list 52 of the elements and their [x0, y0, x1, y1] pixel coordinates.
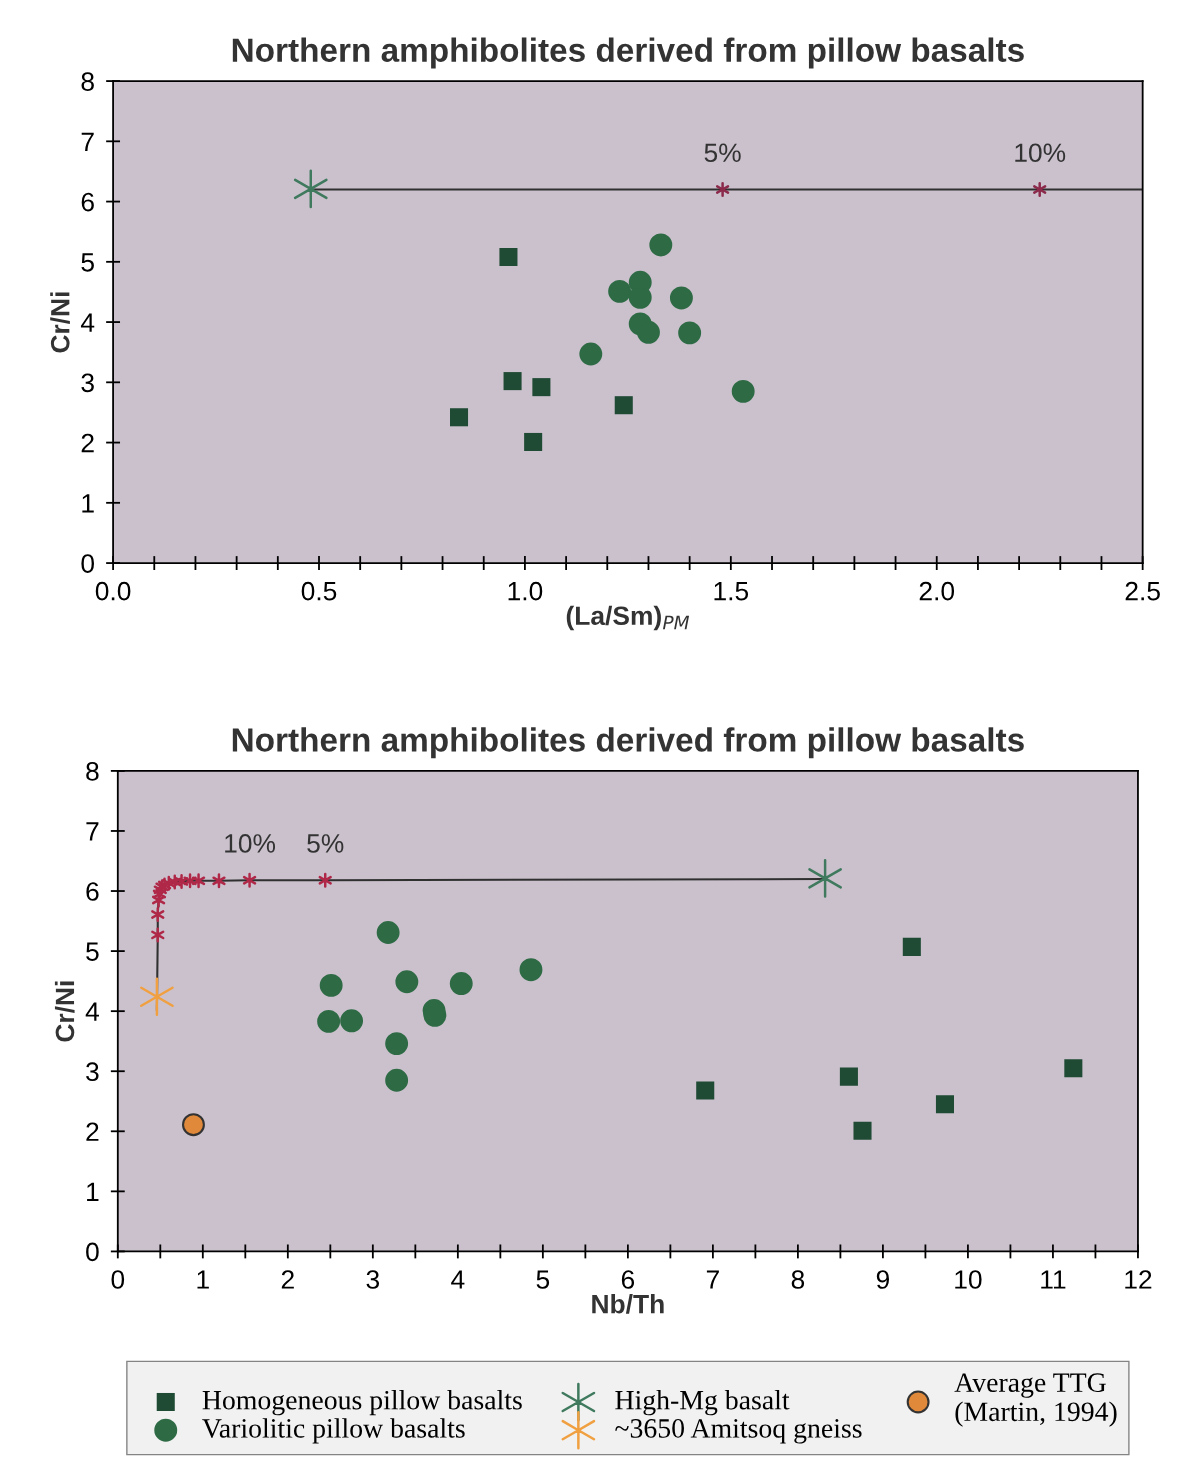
- annotation: 10%: [225, 834, 276, 853]
- y-tick-label: 4: [85, 1002, 99, 1021]
- annotation: 5%: [704, 143, 741, 163]
- legend-label: ~3650 Amitsoq gneiss: [615, 1419, 862, 1444]
- legend-label: Average TTG (Martin, 1994): [954, 1373, 1117, 1427]
- x-tick-label: 1: [197, 1270, 209, 1289]
- y-axis-title: Cr/Ni: [54, 981, 75, 1042]
- x-tick-label: 11: [1041, 1270, 1066, 1289]
- annotation: 5%: [307, 834, 344, 853]
- y-tick-label: 7: [86, 822, 99, 841]
- x-tick-label: 9: [876, 1270, 889, 1289]
- y-tick-label: 8: [86, 762, 99, 781]
- chart-title: Northern amphibolites derived from pillow basalts: [232, 727, 1024, 759]
- legend-label: High-Mg basalt: [615, 1390, 790, 1416]
- x-tick-label: 4: [451, 1270, 465, 1289]
- x-tick-label: 1.0: [508, 581, 543, 601]
- y-tick-label: 0: [86, 1242, 99, 1262]
- x-tick-label: 8: [791, 1270, 805, 1289]
- x-tick-label: 2: [281, 1270, 294, 1289]
- y-tick-label: 0: [81, 554, 94, 573]
- x-tick-label: 1.5: [714, 582, 749, 601]
- x-tick-label: 5: [536, 1270, 550, 1289]
- chart-title: Northern amphibolites derived from pillow basalts: [232, 37, 1024, 69]
- y-tick-label: 7: [81, 132, 94, 151]
- y-tick-label: 4: [80, 313, 95, 332]
- legend-label: Variolitic pillow basalts: [202, 1418, 465, 1444]
- x-tick-label: 0.0: [95, 581, 131, 601]
- x-tick-label: 2.0: [919, 581, 955, 601]
- annotation: 10%: [1015, 143, 1066, 163]
- y-tick-label: 6: [81, 192, 94, 212]
- y-tick-label: 2: [86, 1122, 99, 1141]
- y-tick-label: 8: [81, 72, 94, 91]
- y-axis-title: Cr/Ni: [50, 292, 70, 353]
- y-tick-label: 3: [81, 373, 94, 393]
- x-tick-label: 6: [621, 1270, 635, 1289]
- x-axis-title: Nb/Th: [592, 1294, 664, 1314]
- y-tick-label: 3: [86, 1062, 99, 1082]
- y-tick-label: 2: [81, 433, 94, 453]
- x-tick-label: 0: [111, 1270, 125, 1289]
- x-tick-label: 3: [366, 1270, 380, 1289]
- y-tick-label: 6: [86, 882, 99, 901]
- y-tick-label: 1: [87, 1182, 99, 1201]
- y-tick-label: 5: [86, 942, 99, 961]
- legend-label: Homogeneous pillow basalts: [202, 1390, 522, 1416]
- x-tick-label: 10: [955, 1270, 982, 1289]
- x-tick-label: 12: [1125, 1270, 1152, 1289]
- y-tick-label: 1: [82, 494, 94, 513]
- y-tick-label: 5: [81, 253, 94, 272]
- x-tick-label: 2.5: [1125, 581, 1160, 601]
- x-tick-label: 7: [706, 1270, 719, 1289]
- x-axis-title: (La/Sm)$_{PM}$: [566, 605, 690, 631]
- x-tick-label: 0.5: [301, 581, 337, 601]
